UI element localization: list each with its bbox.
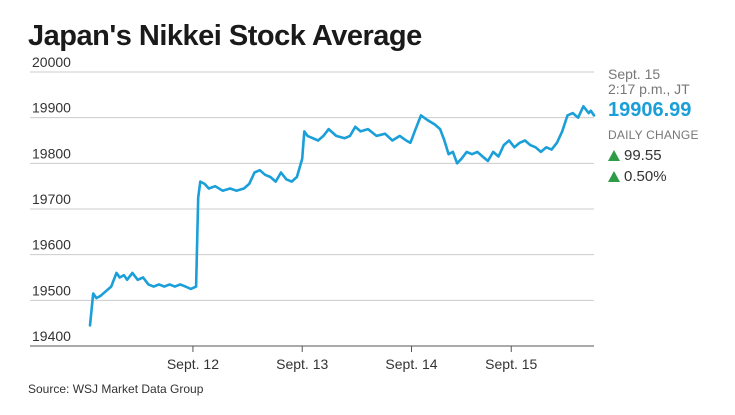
y-tick-label-19600: 19600 xyxy=(32,237,71,253)
quote-panel: Sept. 15 2:17 p.m., JT 19906.99 DAILY CH… xyxy=(608,67,728,185)
x-tick-label-1: Sept. 13 xyxy=(276,356,328,372)
gridlines xyxy=(30,71,594,301)
last-value: 19906.99 xyxy=(608,99,692,121)
y-tick-label-19900: 19900 xyxy=(32,100,71,116)
x-tick-label-2: Sept. 14 xyxy=(385,356,437,372)
triangle-up-icon xyxy=(608,150,620,161)
series-group xyxy=(88,105,596,327)
daily-change-label: DAILY CHANGE xyxy=(608,128,699,142)
quote-time: 2:17 p.m., JT xyxy=(608,81,690,97)
quote-date: Sept. 15 xyxy=(608,66,661,82)
source-note: Source: WSJ Market Data Group xyxy=(28,382,204,396)
chart-title: Japan's Nikkei Stock Average xyxy=(28,20,422,52)
x-tick-label-3: Sept. 15 xyxy=(485,356,537,372)
y-tick-label-19400: 19400 xyxy=(32,328,71,344)
series-line-nikkei xyxy=(88,105,596,327)
y-axis-ticks: 19400 19500 19600 19700 19800 19900 20000 xyxy=(32,54,71,344)
y-tick-label-19500: 19500 xyxy=(32,282,71,298)
change-points-row: 99.55 xyxy=(608,147,728,164)
x-axis-ticks: Sept. 12 Sept. 13 Sept. 14 Sept. 15 xyxy=(167,346,538,372)
change-percent: 0.50% xyxy=(624,168,667,185)
triangle-up-icon xyxy=(608,171,620,182)
y-tick-label-20000: 20000 xyxy=(32,54,71,70)
y-tick-label-19800: 19800 xyxy=(32,145,71,161)
change-percent-row: 0.50% xyxy=(608,168,728,185)
y-tick-label-19700: 19700 xyxy=(32,191,71,207)
x-tick-label-0: Sept. 12 xyxy=(167,356,219,372)
change-points: 99.55 xyxy=(624,147,662,164)
